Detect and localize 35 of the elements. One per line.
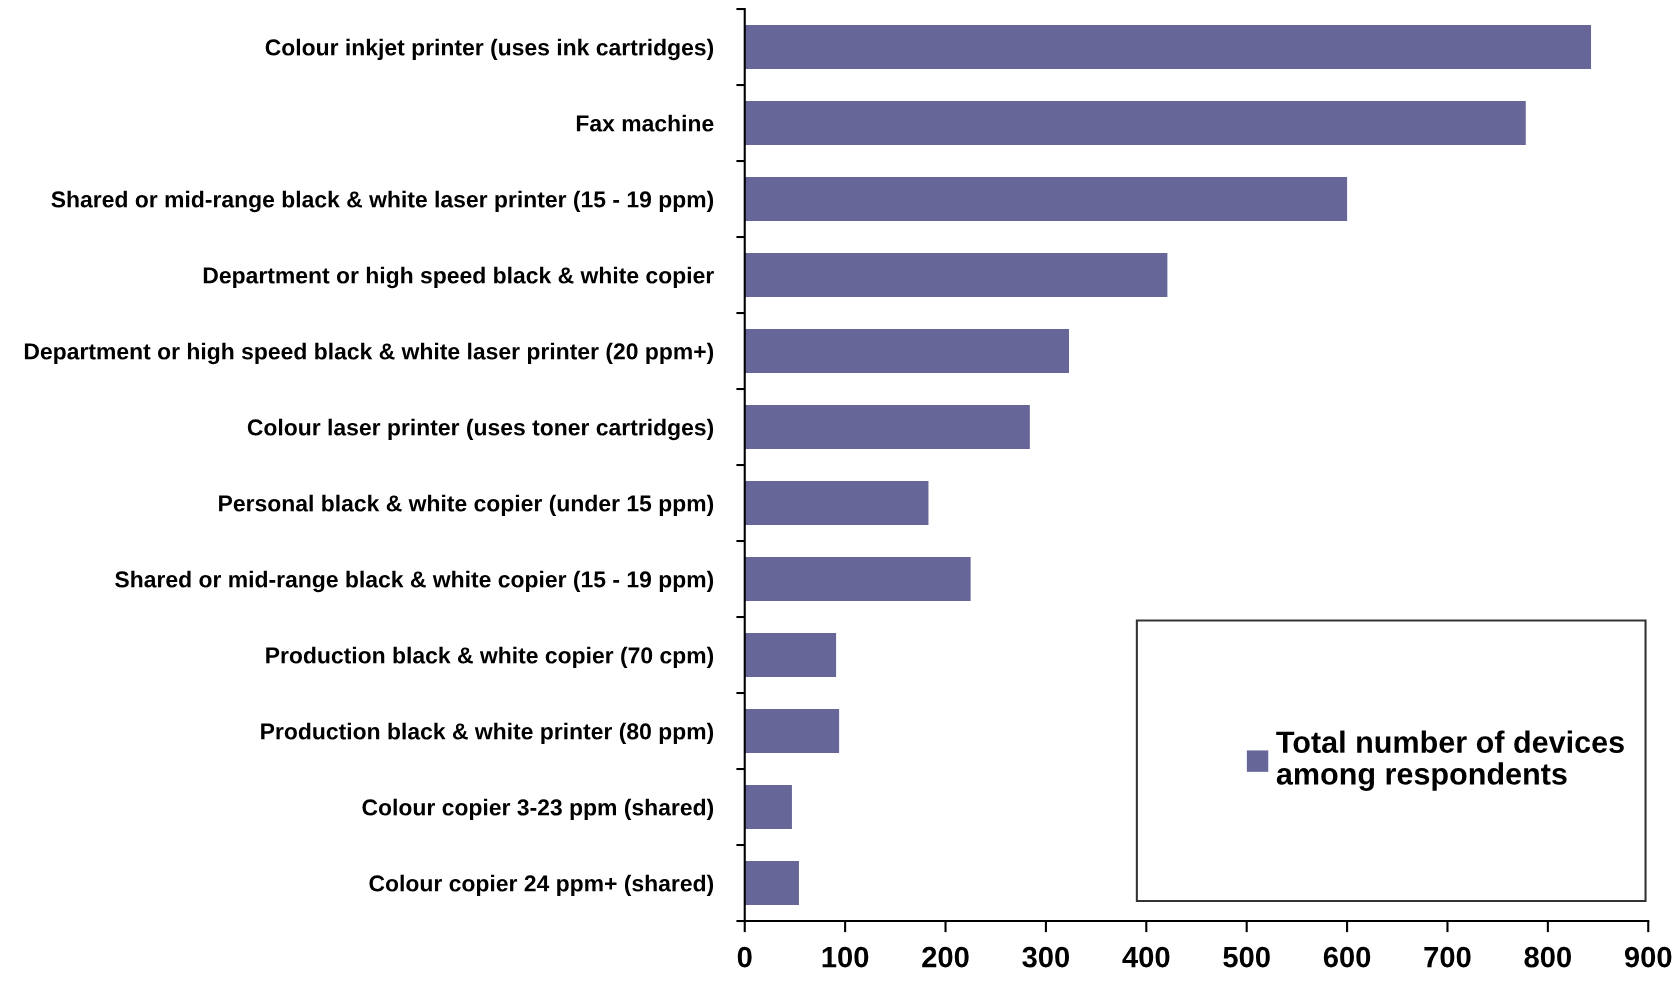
bar	[744, 252, 1168, 298]
x-tick-label: 700	[1424, 946, 1471, 968]
y-tick-label: Shared or mid-range black & white copier (15 - 19 ppm)	[115, 570, 714, 593]
y-tick-label: Shared or mid-range black & white laser printer (15 - 19 ppm)	[51, 190, 714, 213]
x-tick-label: 900	[1624, 946, 1672, 968]
x-tick-label: 600	[1323, 946, 1371, 968]
y-tick-label: Fax machine	[576, 114, 714, 132]
x-tick-label: 400	[1122, 946, 1170, 968]
y-tick-label: Colour laser printer (uses toner cartridges)	[247, 418, 714, 441]
x-tick-label: 200	[922, 946, 969, 968]
bar	[744, 860, 799, 906]
bar	[744, 480, 929, 526]
y-tick-label: Colour copier 3-23 ppm (shared)	[362, 798, 714, 821]
y-tick-label: Department or high speed black & white laser printer (20 ppm+)	[24, 342, 714, 365]
bar	[744, 784, 792, 830]
x-tick-label: 100	[822, 946, 869, 968]
legend-label: Total number of devices among respondents	[1276, 730, 1624, 791]
bar	[744, 404, 1030, 450]
bar	[744, 556, 971, 602]
x-tick-label: 500	[1223, 946, 1270, 968]
x-tick-label: 300	[1022, 946, 1070, 968]
bar	[744, 176, 1348, 222]
y-tick-label: Colour copier 24 ppm+ (shared)	[369, 874, 714, 897]
bar	[744, 632, 837, 678]
x-tick-label: 0	[737, 946, 752, 968]
y-tick-label: Colour inkjet printer (uses ink cartridges)	[265, 38, 714, 61]
bar	[744, 328, 1069, 374]
bar	[744, 24, 1592, 70]
y-tick-label: Personal black & white copier (under 15 ppm)	[219, 494, 714, 517]
y-tick-label: Production black & white printer (80 ppm)	[261, 722, 714, 745]
bar	[744, 100, 1526, 146]
y-tick-label: Department or high speed black & white copier	[203, 266, 714, 289]
y-tick-label: Production black & white copier (70 cpm)	[266, 646, 714, 669]
x-tick-label: 800	[1524, 946, 1571, 968]
bar	[744, 708, 840, 754]
